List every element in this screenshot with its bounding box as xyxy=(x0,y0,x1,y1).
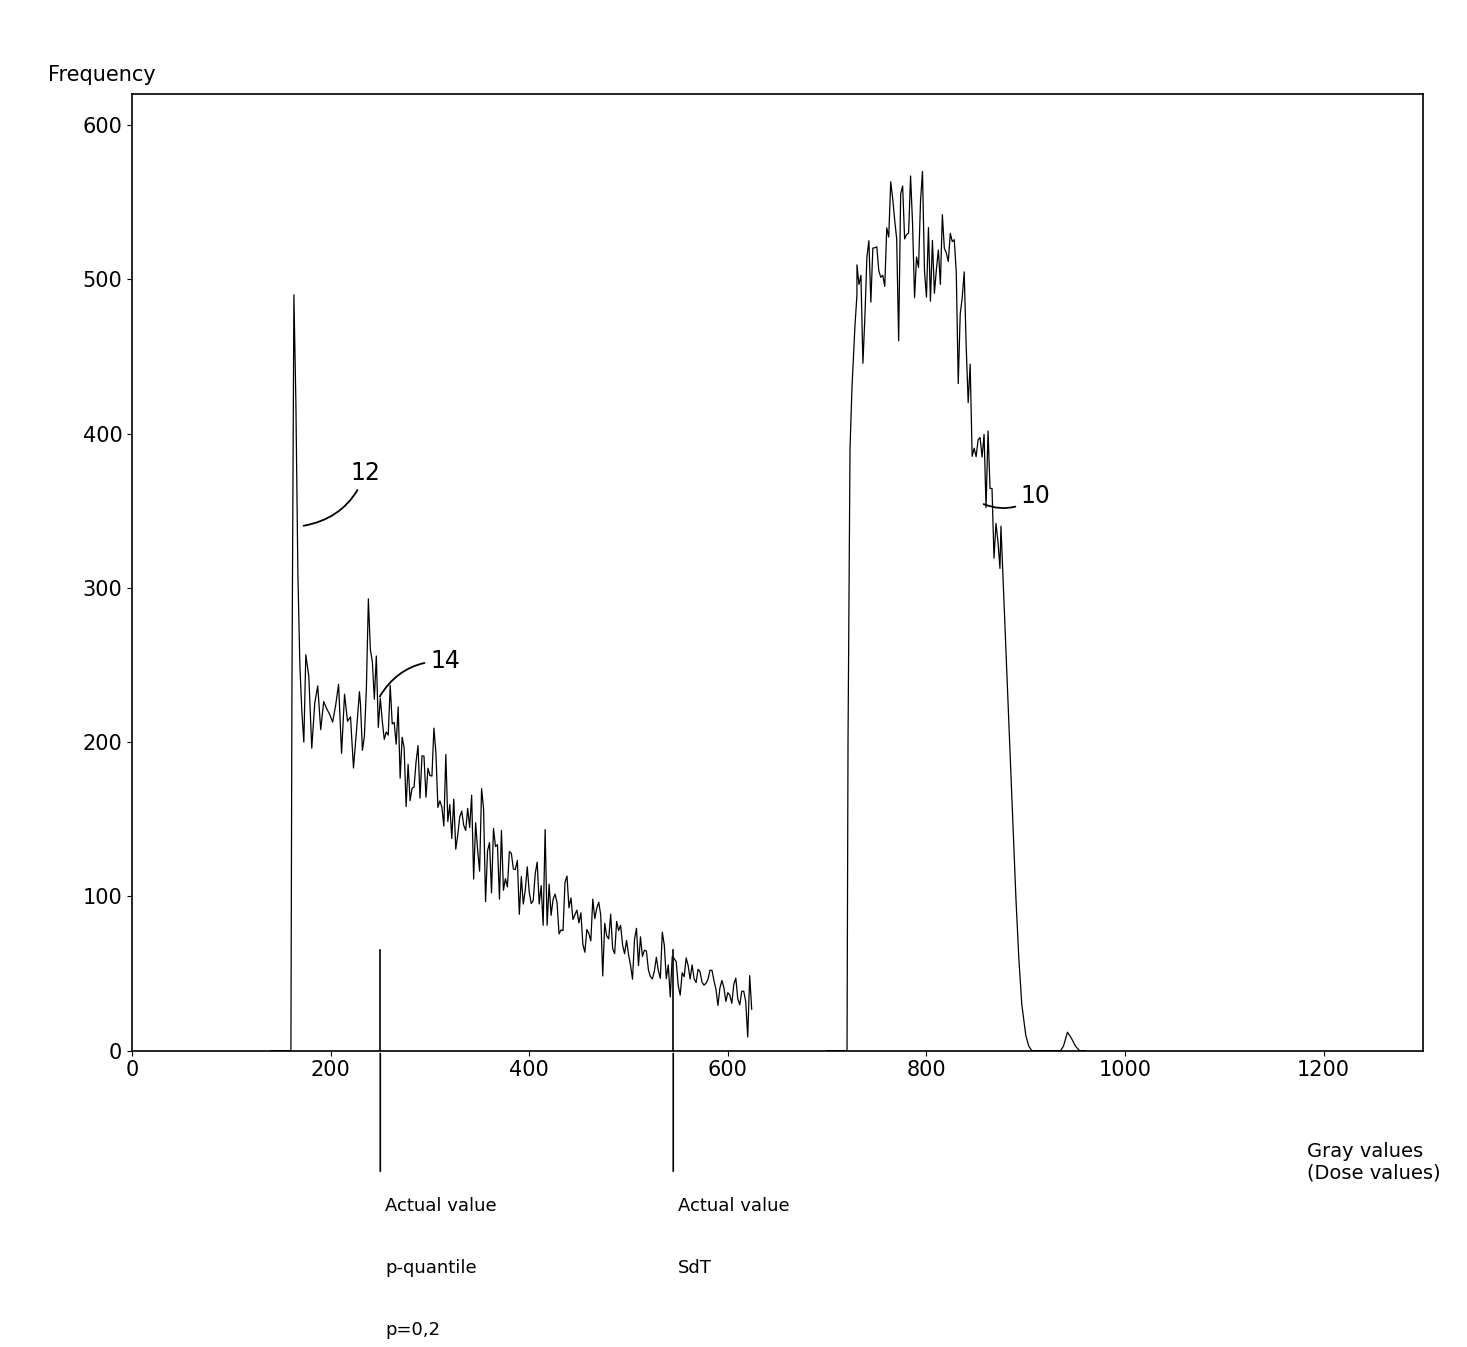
Text: Actual value: Actual value xyxy=(386,1197,497,1215)
Text: Frequency: Frequency xyxy=(48,65,156,85)
Text: Gray values
(Dose values): Gray values (Dose values) xyxy=(1307,1141,1441,1183)
Text: p=0,2: p=0,2 xyxy=(386,1320,440,1339)
Text: SdT: SdT xyxy=(678,1259,711,1277)
Text: Actual value: Actual value xyxy=(678,1197,789,1215)
Text: 14: 14 xyxy=(380,649,459,696)
Text: p-quantile: p-quantile xyxy=(386,1259,477,1277)
Text: 12: 12 xyxy=(304,461,380,525)
Text: 10: 10 xyxy=(984,484,1050,508)
